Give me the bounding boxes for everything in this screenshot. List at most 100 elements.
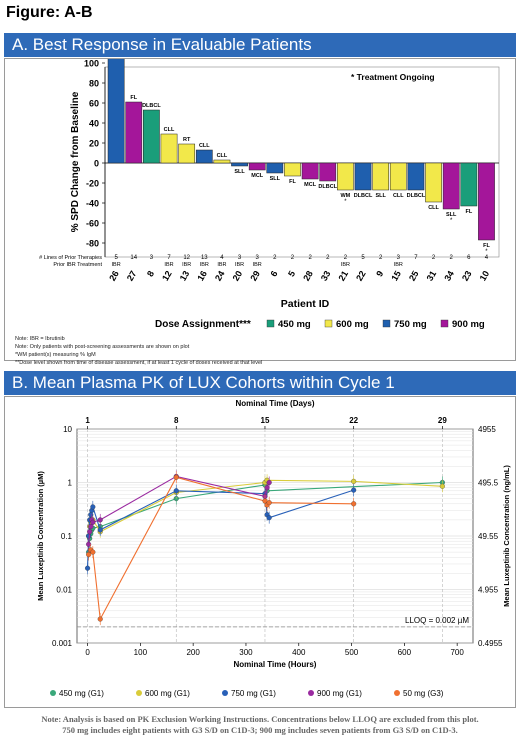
patient-id-label: 5 xyxy=(286,269,297,278)
prior-lines-value: 2 xyxy=(308,255,312,261)
pk-legend-label: 600 mg (G1) xyxy=(145,689,190,698)
patient-id-label: 8 xyxy=(145,269,156,278)
pk-legend-label: 750 mg (G1) xyxy=(231,689,276,698)
x2-axis-title: Nominal Time (Days) xyxy=(236,399,315,408)
prior-lines-value: 7 xyxy=(167,255,171,261)
prior-lines-value: 2 xyxy=(291,255,295,261)
y2-tick-label: 4955 xyxy=(478,425,496,434)
lloq-label: LLOQ = 0.002 µM xyxy=(405,616,469,625)
x-tick-label: 100 xyxy=(134,648,148,657)
patient-id-label: 16 xyxy=(195,269,209,283)
x-tick-label: 300 xyxy=(239,648,253,657)
patient-id-label: 25 xyxy=(407,269,421,283)
bar-patient-34 xyxy=(442,162,460,210)
bar-label: CLL xyxy=(393,193,404,199)
data-point xyxy=(86,533,92,539)
bar-label: CLL xyxy=(164,127,175,133)
bar-patient-15 xyxy=(389,162,407,191)
bar-patient-28 xyxy=(301,162,319,180)
prior-lines-value: 3 xyxy=(397,255,401,261)
pk-legend-label: 50 mg (G3) xyxy=(403,689,444,698)
data-point xyxy=(86,541,92,547)
y-tick-label-b: 0.1 xyxy=(61,532,73,541)
data-point xyxy=(351,478,357,484)
bar-label: FL xyxy=(289,179,296,185)
dose-legend-title: Dose Assignment*** xyxy=(155,319,251,330)
y-tick-label-b: 0.001 xyxy=(52,639,73,648)
y2-tick-label: 0.4955 xyxy=(478,639,503,648)
data-point xyxy=(90,519,96,525)
y-axis-title-b: Mean Luxeptinib Concentration (µM) xyxy=(36,471,45,601)
bar-label: FL xyxy=(483,243,490,249)
prior-ibr-value: IBR xyxy=(112,262,121,268)
patient-id-label: 13 xyxy=(178,269,192,283)
dose-legend-label: 600 mg xyxy=(336,319,369,330)
y-tick-label-a: -80 xyxy=(86,239,99,249)
ongoing-star: * xyxy=(344,199,347,205)
y-axis-title-a: % SPD Change from Baseline xyxy=(70,91,81,232)
dose-legend-label: 900 mg xyxy=(452,319,485,330)
data-point xyxy=(351,501,357,507)
y-tick-label-a: 60 xyxy=(89,99,99,109)
bar-patient-5 xyxy=(284,162,301,177)
prior-ibr-value: IBR xyxy=(164,262,173,268)
y-tick-label-a: 20 xyxy=(89,139,99,149)
prior-ibr-value: IBR xyxy=(253,262,262,268)
dose-legend-swatch xyxy=(324,319,333,328)
bar-label: MCL xyxy=(251,173,264,179)
bar-patient-27 xyxy=(125,101,143,164)
note-2: Note: Only patients with post-screening … xyxy=(15,344,190,350)
prior-lines-value: 12 xyxy=(183,255,190,261)
bar-patient-24 xyxy=(213,159,231,164)
bar-patient-21 xyxy=(337,162,354,191)
ongoing-star: * xyxy=(450,218,453,224)
pk-legend-label: 900 mg (G1) xyxy=(317,689,362,698)
note-3: *WM patient(s) measuring % IgM xyxy=(15,352,96,358)
x-tick-label: 600 xyxy=(398,648,412,657)
prior-ibr-value: IBR xyxy=(182,262,191,268)
prior-ibr-value: IBR xyxy=(341,262,350,268)
y-tick-label-a: 40 xyxy=(89,119,99,129)
bar-patient-16 xyxy=(195,149,213,164)
prior-lines-value: 2 xyxy=(326,255,330,261)
bar-patient-31 xyxy=(425,162,442,203)
panel-b: 10 4955 1 495.5 0.1 49.55 0.01 4.955 0.001 0.4955… xyxy=(4,396,516,708)
patient-id-label: 20 xyxy=(231,269,245,283)
x-tick-label: 200 xyxy=(186,648,200,657)
bar-patient-12 xyxy=(160,133,178,164)
bar-label: DLBCL xyxy=(142,103,161,109)
dose-legend-swatch xyxy=(266,319,275,328)
bar-patient-29 xyxy=(248,162,266,171)
prior-lines-value: 13 xyxy=(201,255,208,261)
bar-patient-22 xyxy=(354,162,372,191)
data-point xyxy=(85,565,91,571)
waterfall-chart: 160140100806040200-20-40-60-80% SPD Chan… xyxy=(39,11,500,330)
prior-lines-value: 6 xyxy=(467,255,471,261)
patient-id-label: 6 xyxy=(268,269,279,278)
patient-id-label: 21 xyxy=(336,269,350,283)
bar-patient-10 xyxy=(478,162,495,241)
dose-legend-label: 750 mg xyxy=(394,319,427,330)
prior-lines-value: 3 xyxy=(238,255,242,261)
x2-tick-label: 29 xyxy=(438,416,447,425)
y2-axis-title: Mean Luxeptinib Concentration (ng/mL) xyxy=(502,465,511,607)
footnote-line-1: Note: Analysis is based on PK Exclusion … xyxy=(41,714,479,724)
y-tick-label-a: -20 xyxy=(86,179,99,189)
patient-id-label: 10 xyxy=(478,269,492,283)
patient-id-label: 24 xyxy=(213,269,227,283)
y-tick-label-a: 80 xyxy=(89,79,99,89)
bar-label: WM xyxy=(340,193,350,199)
bar-label: CLL xyxy=(428,205,439,211)
bar-label: FL xyxy=(130,95,137,101)
patient-id-label: 15 xyxy=(389,269,403,283)
bar-label: DLBCL xyxy=(318,184,337,190)
panel-a-banner: A. Best Response in Evaluable Patients xyxy=(4,33,516,57)
prior-lines-value: 5 xyxy=(114,255,118,261)
bar-patient-6 xyxy=(266,162,284,174)
x-tick-label: 400 xyxy=(292,648,306,657)
data-point xyxy=(173,488,179,494)
data-point xyxy=(266,515,272,521)
data-point xyxy=(88,512,94,518)
bar-patient-25 xyxy=(407,162,425,191)
